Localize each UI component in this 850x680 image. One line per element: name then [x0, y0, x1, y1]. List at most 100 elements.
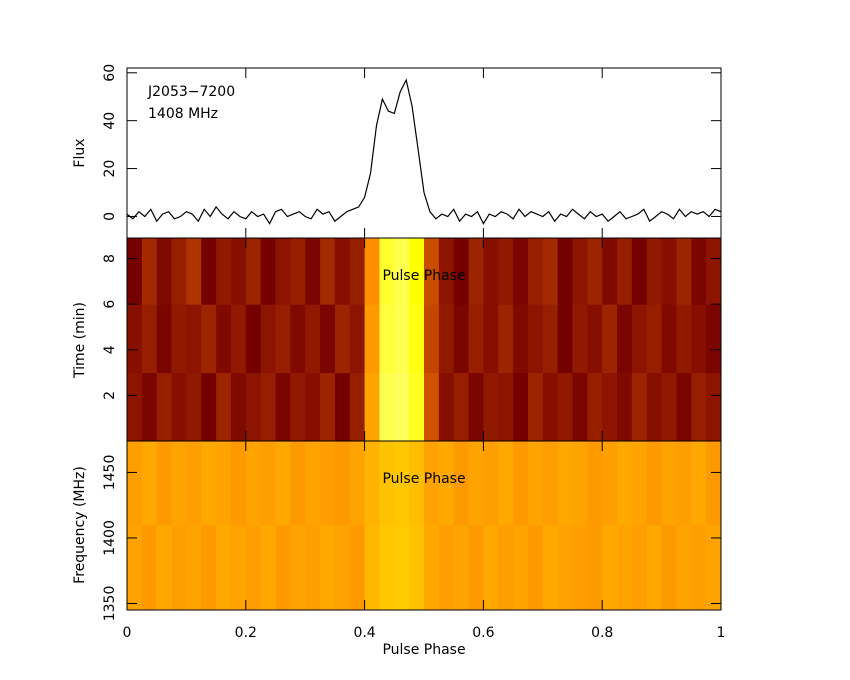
heat-cell — [320, 524, 336, 611]
heat-cell — [349, 524, 366, 611]
heat-cell — [201, 441, 217, 526]
heat-cell — [617, 441, 633, 526]
heat-cell — [557, 238, 573, 305]
heat-cell — [438, 441, 455, 526]
heat-cell — [201, 524, 217, 611]
heat-cell — [468, 441, 484, 526]
heat-cell — [572, 524, 588, 611]
heat-cell — [691, 441, 707, 526]
heat-cell — [141, 304, 158, 374]
heat-cell — [216, 441, 232, 526]
heat-cell — [171, 304, 187, 374]
heat-cell — [305, 524, 321, 611]
heat-cell — [216, 304, 232, 374]
heat-cell — [602, 304, 618, 374]
heat-cell — [602, 238, 618, 305]
heat-cell — [394, 304, 410, 374]
heat-cell — [364, 238, 380, 305]
heat-cell — [513, 524, 529, 611]
heat-cell — [631, 304, 648, 374]
heat-cell — [379, 372, 395, 442]
heat-cell — [275, 238, 291, 305]
heat-cell — [349, 304, 366, 374]
heat-cell — [587, 372, 603, 442]
heat-cell — [364, 372, 380, 442]
heat-cell — [394, 372, 410, 442]
heat-cell — [364, 441, 380, 526]
heat-cell — [156, 238, 173, 305]
heat-cell — [676, 372, 692, 442]
heat-cell — [290, 238, 306, 305]
heat-cell — [156, 441, 173, 526]
heat-cell — [320, 238, 336, 305]
x-tick-label: 0.4 — [353, 625, 375, 641]
heat-cell — [424, 372, 440, 442]
heat-cell — [127, 238, 143, 305]
heat-cell — [483, 238, 499, 305]
heat-cell — [706, 524, 722, 611]
heat-cell — [424, 524, 440, 611]
heat-cell — [483, 524, 499, 611]
y-tick-label: 1450 — [102, 455, 118, 491]
heat-cell — [527, 372, 544, 442]
heat-cell — [468, 238, 484, 305]
annotation: Pulse Phase — [382, 471, 465, 487]
x-tick-label: 0 — [123, 625, 132, 641]
heat-cell — [572, 304, 588, 374]
heat-cell — [646, 238, 663, 305]
heat-cell — [290, 441, 306, 526]
x-axis-label: Pulse Phase — [382, 642, 465, 658]
heat-cell — [275, 524, 291, 611]
heat-cell — [691, 304, 707, 374]
heat-cell — [186, 304, 202, 374]
heat-cell — [127, 372, 143, 442]
heat-cell — [201, 372, 217, 442]
heat-cell — [409, 304, 425, 374]
heat-cell — [320, 372, 336, 442]
heat-cell — [156, 304, 173, 374]
heat-cell — [676, 304, 692, 374]
heat-cell — [424, 441, 440, 526]
heat-cell — [127, 304, 143, 374]
heat-cell — [305, 304, 321, 374]
heat-cell — [468, 304, 484, 374]
profile-line — [126, 78, 722, 225]
heat-cell — [498, 441, 514, 526]
heat-cell — [245, 304, 262, 374]
heat-cell — [617, 304, 633, 374]
heat-cell — [453, 524, 470, 611]
heat-cell — [394, 238, 410, 305]
heat-cell — [513, 238, 529, 305]
heat-cell — [453, 238, 470, 305]
heat-cell — [409, 372, 425, 442]
heat-cell — [661, 524, 677, 611]
heat-cell — [572, 238, 588, 305]
heat-cell — [230, 304, 247, 374]
heat-cell — [646, 304, 663, 374]
heat-cell — [201, 304, 217, 374]
y-tick-label: 20 — [102, 160, 118, 178]
y-axis-label: Time (min) — [72, 302, 88, 379]
heat-cell — [409, 238, 425, 305]
heat-cell — [127, 441, 143, 526]
heat-cell — [691, 372, 707, 442]
annotation: Pulse Phase — [382, 268, 465, 284]
heat-cell — [230, 238, 247, 305]
heat-cell — [305, 238, 321, 305]
heat-cell — [617, 238, 633, 305]
y-tick-label: 4 — [102, 345, 118, 354]
heat-cell — [527, 441, 544, 526]
heat-cell — [186, 441, 202, 526]
heat-cell — [587, 441, 603, 526]
heat-cell — [527, 238, 544, 305]
heat-cell — [513, 304, 529, 374]
heat-cell — [438, 238, 455, 305]
heat-cell — [513, 441, 529, 526]
heat-cell — [230, 441, 247, 526]
heat-cell — [260, 524, 276, 611]
heat-cell — [631, 524, 648, 611]
x-tick-label: 0.8 — [591, 625, 613, 641]
heat-cell — [186, 372, 202, 442]
heat-cell — [557, 441, 573, 526]
